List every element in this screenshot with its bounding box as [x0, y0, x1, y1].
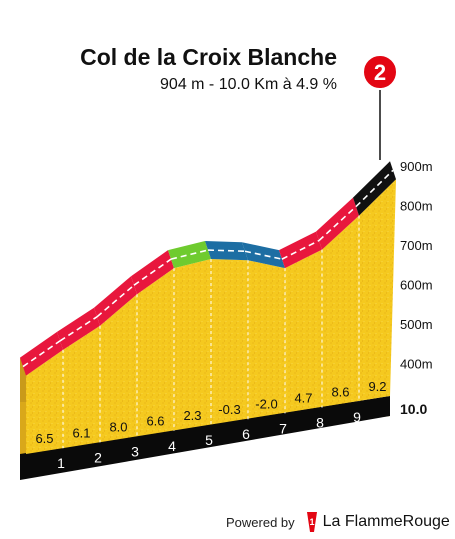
km-tick-label: 4 — [168, 438, 176, 454]
gradient-label: 9.2 — [368, 379, 386, 394]
km-tick-label: 2 — [94, 449, 102, 465]
km-tick-label: 3 — [131, 444, 139, 460]
y-axis-label: 700m — [400, 238, 433, 253]
gradient-label: -2.0 — [255, 396, 277, 411]
profile-area — [26, 179, 396, 454]
centerline-dash — [59, 316, 98, 342]
y-axis-label: 400m — [400, 357, 433, 372]
y-axis-label: 500m — [400, 317, 433, 332]
km-tick-label: 6 — [242, 426, 250, 442]
gradient-segment — [168, 241, 211, 269]
gradient-label: 6.6 — [146, 414, 164, 429]
powered-by-label: Powered by — [226, 514, 295, 530]
km-tick-label: 7 — [279, 420, 287, 436]
centerline-dash — [244, 250, 283, 260]
y-axis-label: 600m — [400, 278, 433, 293]
centerline-dash — [133, 258, 172, 286]
climb-summary: 904 m - 10.0 Km à 4.9 % — [160, 76, 337, 93]
gradient-segment — [205, 241, 248, 261]
gradient-label: 6.1 — [72, 425, 90, 440]
gradient-label: 6.5 — [35, 431, 53, 446]
gradient-label: 2.3 — [183, 408, 201, 423]
gradient-label: 8.0 — [109, 420, 127, 435]
centerline-dash — [318, 206, 357, 242]
gradient-label: 8.6 — [331, 385, 349, 400]
y-axis-label: 900m — [400, 159, 433, 174]
km-tick-label: 1 — [57, 455, 65, 471]
category-badge: 2 — [362, 54, 398, 160]
elevation-profile-chart: 6.5 6.1 8.0 6.6 2.3 -0.3 -2.0 4.7 8.6 9.2 1 2 3 4 5 6 7… — [20, 54, 433, 480]
centerline-dash — [281, 239, 320, 260]
finish-distance-label: 10.0 — [400, 401, 427, 417]
footer: Powered by 1 La FlammeRouge — [226, 512, 450, 532]
centerline-dash — [207, 249, 246, 253]
climb-title: Col de la Croix Blanche — [80, 44, 337, 70]
centerline-dash — [96, 284, 135, 318]
km-tick-label: 5 — [205, 432, 213, 448]
category-badge-label: 2 — [374, 60, 386, 85]
brand-name: La FlammeRouge — [322, 513, 450, 530]
gradient-label: -0.3 — [218, 402, 240, 417]
centerline-dash — [22, 340, 61, 368]
y-axis-label: 800m — [400, 199, 433, 214]
distance-band — [20, 396, 390, 480]
centerline-dash — [170, 249, 209, 260]
km-tick-label: 9 — [353, 409, 361, 425]
flamme-rouge-logo-icon: 1 — [306, 512, 317, 532]
svg-text:1: 1 — [309, 517, 314, 527]
km-tick-label: 8 — [316, 415, 324, 431]
centerline-dash — [355, 169, 394, 208]
gradient-segment — [242, 242, 285, 269]
gradient-label: 4.7 — [294, 391, 312, 406]
